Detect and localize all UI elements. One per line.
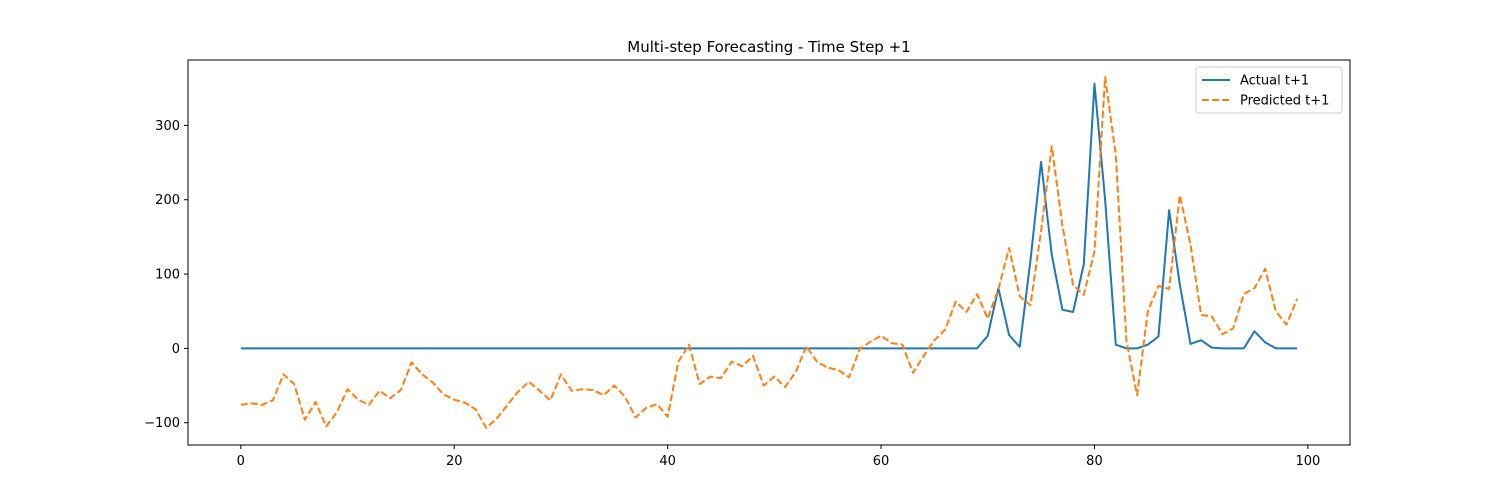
legend-box [1195,66,1343,114]
plot-frame [187,59,1351,446]
y-tick-label: −100 [144,416,180,431]
y-tick-label: 100 [155,268,180,283]
x-tick-label: 60 [873,454,890,469]
series-lines [240,76,1299,429]
legend-label: Predicted t+1 [1240,94,1329,109]
series-line-actual [240,82,1298,350]
y-tick-label: 0 [172,342,180,357]
y-tick-label: 300 [155,119,180,134]
y-tick-label: 200 [155,193,180,208]
x-tick-label: 80 [1086,454,1103,469]
x-tick-label: 20 [446,454,463,469]
legend-label: Actual t+1 [1240,74,1309,89]
series-line-predicted [240,76,1299,429]
x-tick-label: 0 [237,454,245,469]
axes: 0 20 40 60 80 100 −100 0 100 200 300 [144,59,1351,469]
chart-title: Multi-step Forecasting - Time Step +1 [627,38,910,56]
legend: Actual t+1 Predicted t+1 [1195,66,1343,114]
x-tick-label: 100 [1295,454,1320,469]
x-tick-label: 40 [659,454,676,469]
